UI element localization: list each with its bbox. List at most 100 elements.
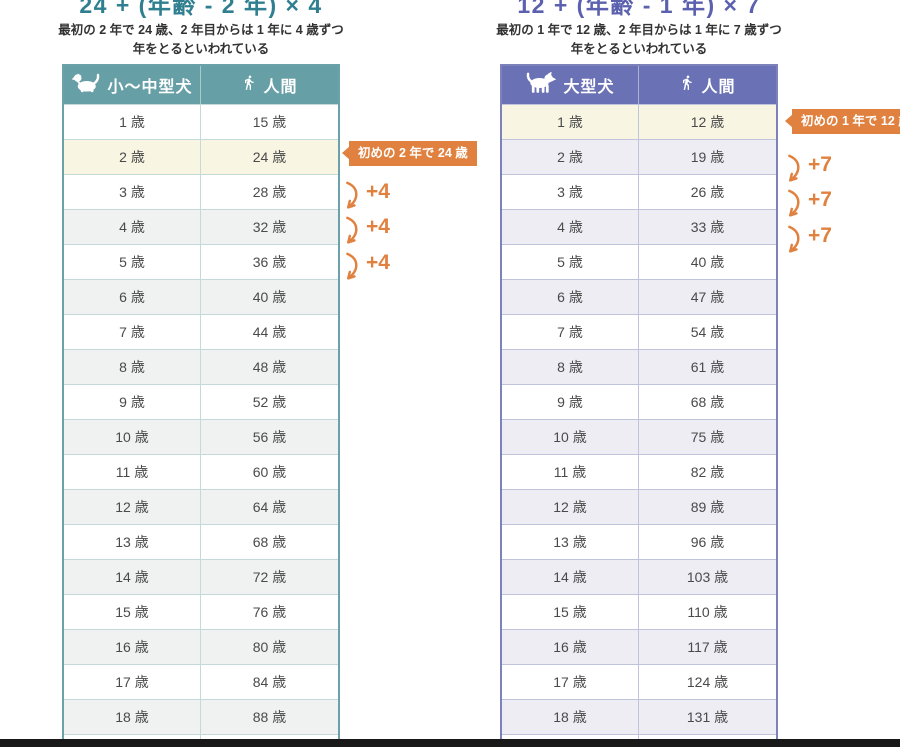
dog-age-cell: 12 歳 — [64, 489, 201, 524]
human-age-cell: 19 歳 — [639, 139, 776, 174]
dog-age-cell: 13 歳 — [502, 524, 639, 559]
dog-age-cell: 3 歳 — [502, 174, 639, 209]
subtitle-large: 最初の 1 年で 12 歳、2 年目からは 1 年に 7 歳ずつ 年をとるといわ… — [469, 21, 809, 60]
table-row: 16 歳 117 歳 — [502, 629, 776, 664]
dog-age-cell: 4 歳 — [502, 209, 639, 244]
human-age-cell: 76 歳 — [201, 594, 338, 629]
increment-label: +7 — [808, 223, 832, 247]
increment-annotation: +7 — [784, 188, 832, 220]
dog-age-cell: 2 歳 — [64, 139, 201, 174]
table-row: 10 歳 75 歳 — [502, 419, 776, 454]
human-age-cell: 33 歳 — [639, 209, 776, 244]
table-row: 1 歳 15 歳 — [64, 104, 338, 139]
curved-arrow-icon — [788, 189, 800, 217]
dog-age-cell: 4 歳 — [64, 209, 201, 244]
curved-arrow-icon — [788, 154, 800, 182]
human-column-header: 人間 — [201, 66, 338, 104]
increment-annotation: +4 — [342, 215, 390, 247]
table-row: 2 歳 24 歳 — [64, 139, 338, 174]
table-header-row: 小〜中型犬 人間 — [64, 66, 338, 104]
table-row: 9 歳 68 歳 — [502, 384, 776, 419]
dog-age-cell: 8 歳 — [64, 349, 201, 384]
increment-label: +4 — [366, 250, 390, 274]
table-row: 7 歳 44 歳 — [64, 314, 338, 349]
dog-age-cell: 15 歳 — [64, 594, 201, 629]
human-age-cell: 56 歳 — [201, 419, 338, 454]
dog-age-cell: 10 歳 — [502, 419, 639, 454]
table-row: 4 歳 33 歳 — [502, 209, 776, 244]
human-age-cell: 80 歳 — [201, 629, 338, 664]
human-age-cell: 52 歳 — [201, 384, 338, 419]
human-age-cell: 26 歳 — [639, 174, 776, 209]
dog-age-cell: 18 歳 — [64, 699, 201, 734]
increment-label: +4 — [366, 214, 390, 238]
dog-age-cell: 18 歳 — [502, 699, 639, 734]
subtitle-line2: 年をとるといわれている — [132, 42, 270, 57]
callout-badge-24-at-2years: 初めの 2 年で 24 歳 — [349, 141, 477, 166]
dog-age-cell: 15 歳 — [502, 594, 639, 629]
table-row: 11 歳 60 歳 — [64, 454, 338, 489]
increment-label: +7 — [808, 187, 832, 211]
table-row: 17 歳 124 歳 — [502, 664, 776, 699]
human-age-cell: 44 歳 — [201, 314, 338, 349]
dog-age-cell: 11 歳 — [502, 454, 639, 489]
human-age-cell: 89 歳 — [639, 489, 776, 524]
dog-age-cell: 1 歳 — [502, 104, 639, 139]
table-row: 4 歳 32 歳 — [64, 209, 338, 244]
dog-age-cell: 3 歳 — [64, 174, 201, 209]
human-age-cell: 117 歳 — [639, 629, 776, 664]
bottom-crop-bar — [0, 739, 900, 747]
table-row: 5 歳 40 歳 — [502, 244, 776, 279]
human-age-cell: 84 歳 — [201, 664, 338, 699]
human-age-cell: 96 歳 — [639, 524, 776, 559]
small-dog-icon — [71, 72, 101, 98]
curved-arrow-icon — [346, 252, 358, 280]
increment-label: +4 — [366, 179, 390, 203]
curved-arrow-icon — [788, 225, 800, 253]
human-age-cell: 32 歳 — [201, 209, 338, 244]
curved-arrow-icon — [346, 181, 358, 209]
dog-age-cell: 5 歳 — [502, 244, 639, 279]
curved-arrow-icon — [346, 216, 358, 244]
increment-annotation: +4 — [342, 251, 390, 283]
human-column-header: 人間 — [639, 66, 776, 104]
human-age-cell: 72 歳 — [201, 559, 338, 594]
human-age-cell: 60 歳 — [201, 454, 338, 489]
human-age-cell: 40 歳 — [639, 244, 776, 279]
dog-age-cell: 16 歳 — [502, 629, 639, 664]
human-age-cell: 12 歳 — [639, 104, 776, 139]
dog-age-cell: 8 歳 — [502, 349, 639, 384]
table-row: 18 歳 88 歳 — [64, 699, 338, 734]
walking-person-icon — [241, 73, 257, 97]
increment-annotation: +7 — [784, 224, 832, 256]
human-age-cell: 47 歳 — [639, 279, 776, 314]
callout-badge-12-at-1year: 初めの 1 年で 12 歳 — [792, 109, 900, 134]
table-row: 15 歳 110 歳 — [502, 594, 776, 629]
human-age-cell: 75 歳 — [639, 419, 776, 454]
dog-age-cell: 5 歳 — [64, 244, 201, 279]
table-row: 15 歳 76 歳 — [64, 594, 338, 629]
subtitle-small-medium: 最初の 2 年で 24 歳、2 年目からは 1 年に 4 歳ずつ 年をとるといわ… — [31, 21, 371, 60]
dog-age-cell: 17 歳 — [64, 664, 201, 699]
dog-column-label: 小〜中型犬 — [107, 79, 193, 96]
table-row: 1 歳 12 歳 — [502, 104, 776, 139]
large-dog-icon — [525, 71, 557, 99]
dog-age-cell: 14 歳 — [502, 559, 639, 594]
dog-age-cell: 9 歳 — [502, 384, 639, 419]
human-age-cell: 28 歳 — [201, 174, 338, 209]
formula-title-large: 12 + (年齢 - 1 年) × 7 — [517, 0, 761, 18]
table-row: 13 歳 68 歳 — [64, 524, 338, 559]
table-row: 11 歳 82 歳 — [502, 454, 776, 489]
table-row: 17 歳 84 歳 — [64, 664, 338, 699]
human-age-cell: 110 歳 — [639, 594, 776, 629]
table-row: 8 歳 48 歳 — [64, 349, 338, 384]
increment-annotation: +7 — [784, 153, 832, 185]
table-row: 12 歳 64 歳 — [64, 489, 338, 524]
human-age-cell: 88 歳 — [201, 699, 338, 734]
dog-column-header: 小〜中型犬 — [64, 66, 201, 104]
dog-column-label: 大型犬 — [563, 79, 615, 96]
dog-age-cell: 2 歳 — [502, 139, 639, 174]
table-row: 13 歳 96 歳 — [502, 524, 776, 559]
human-age-cell: 103 歳 — [639, 559, 776, 594]
